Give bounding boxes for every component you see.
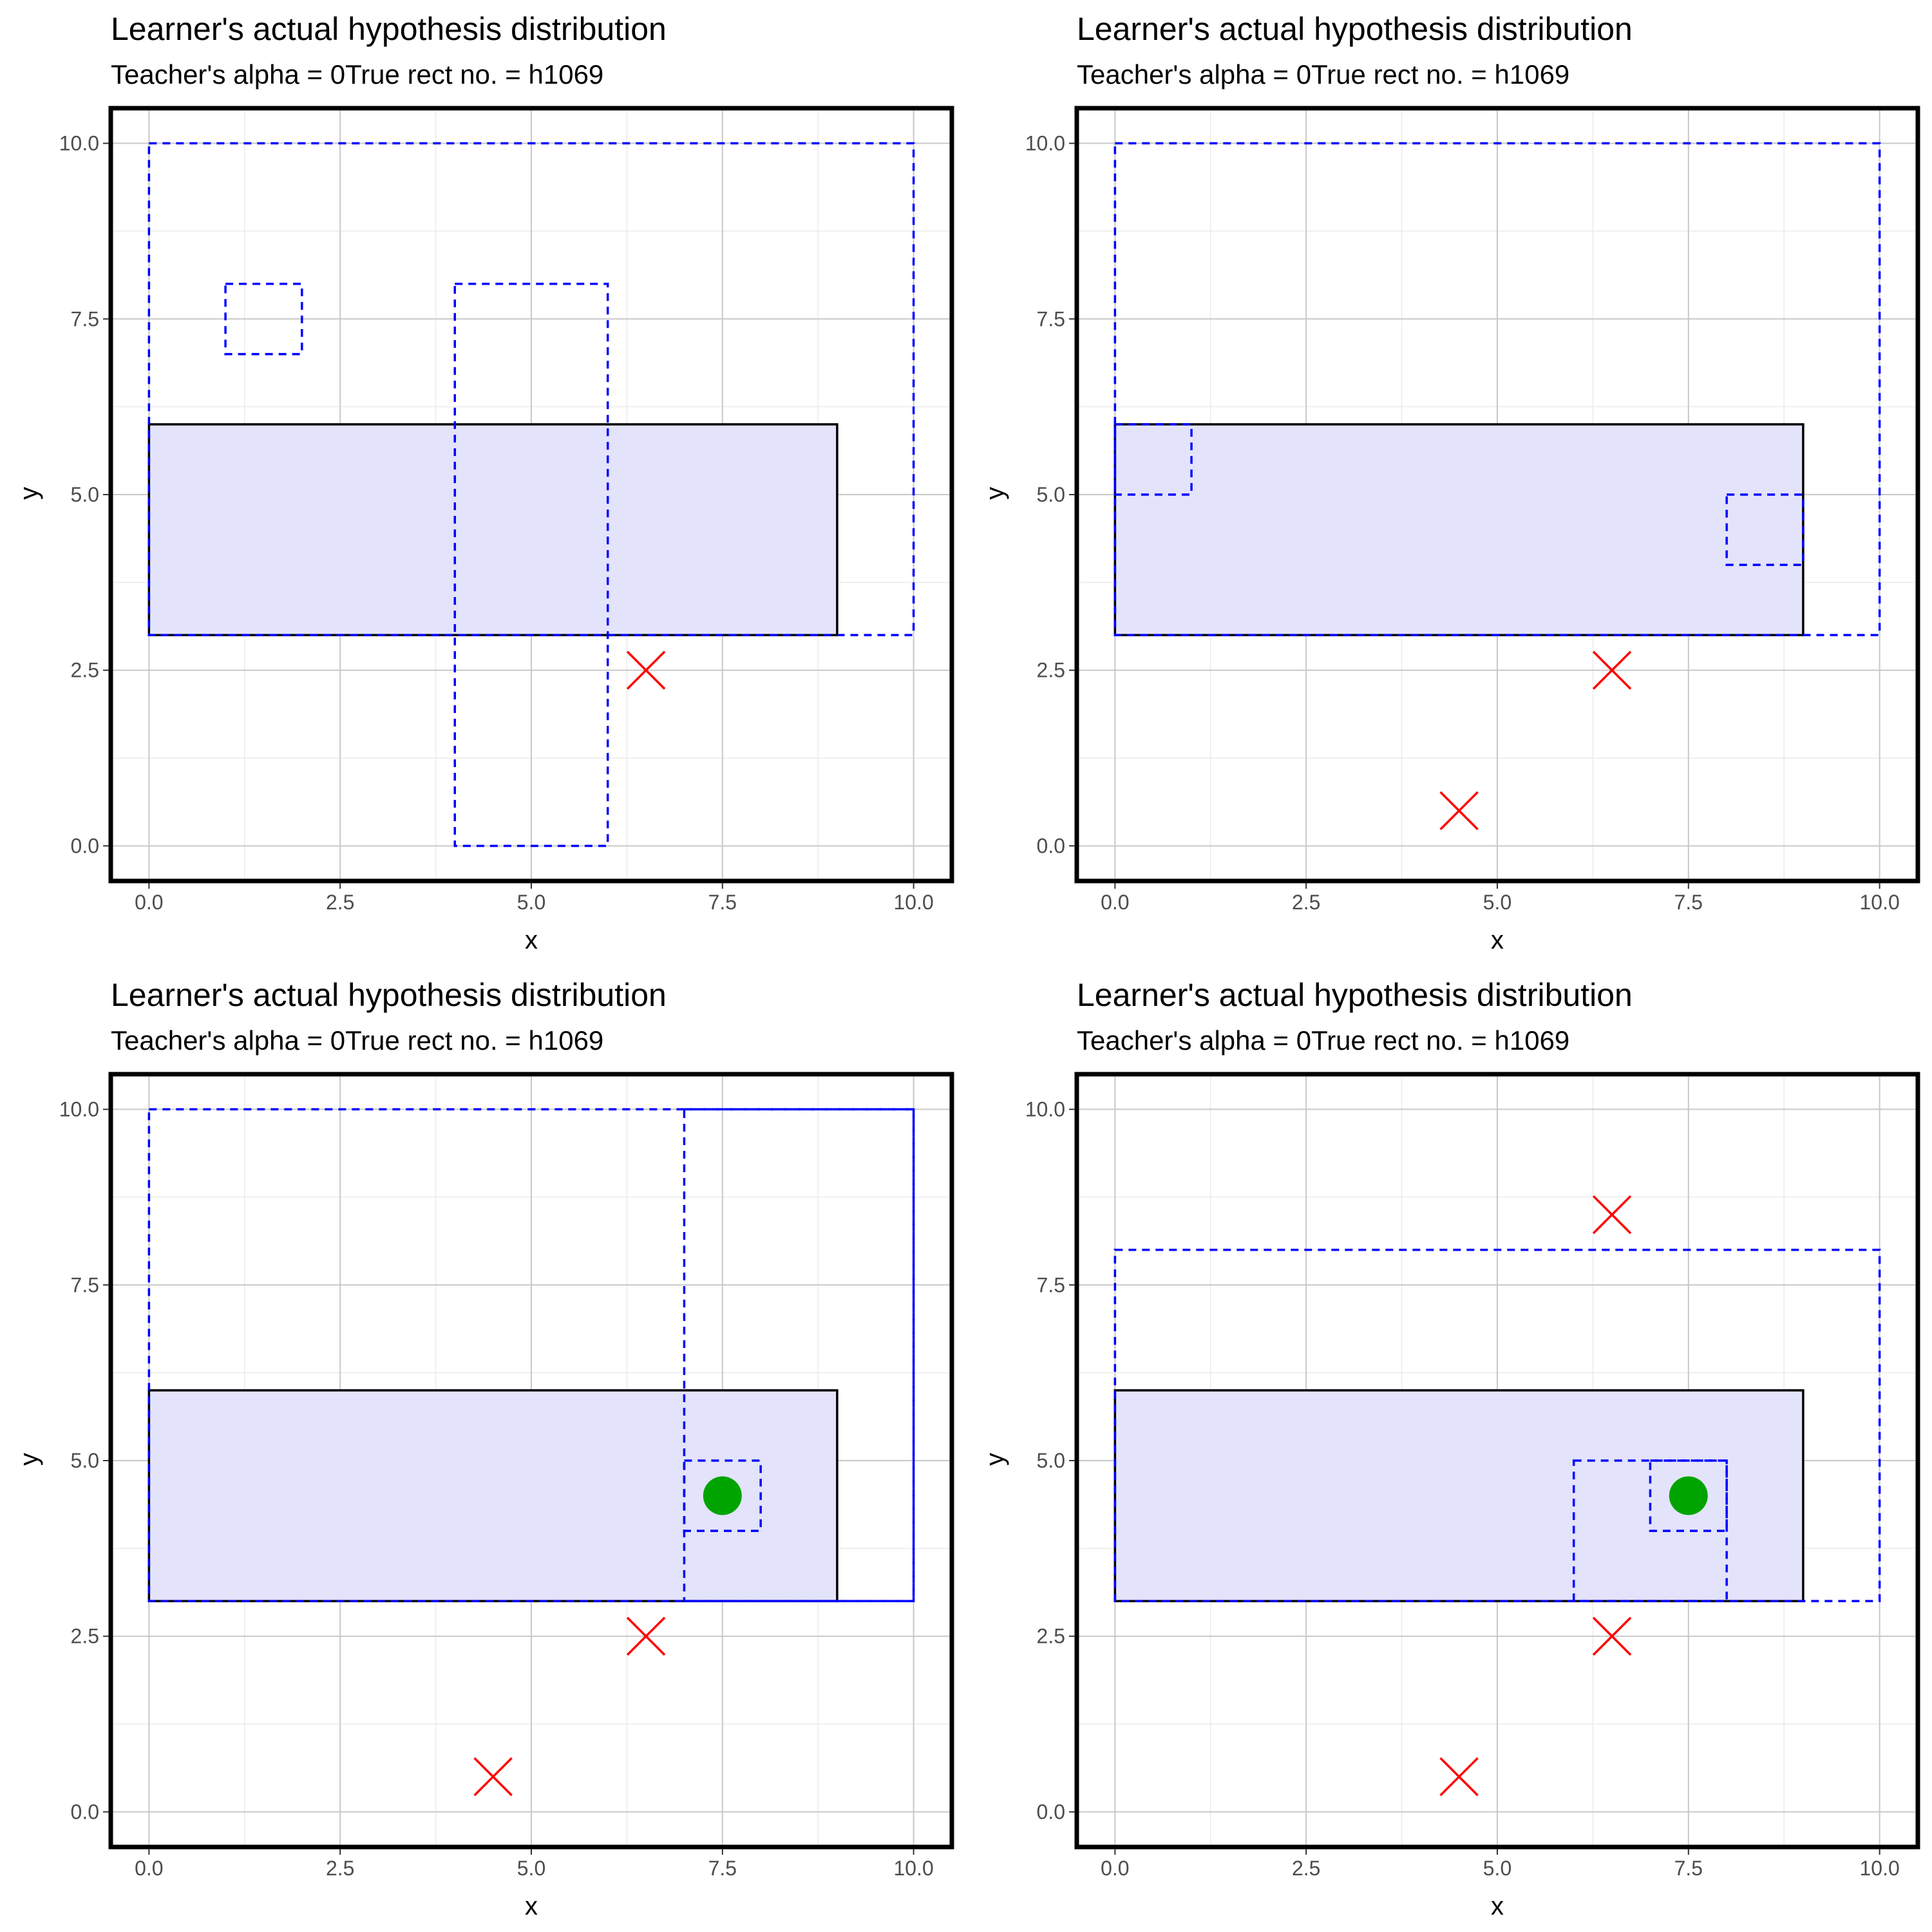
x-axis-title: x [1491, 926, 1504, 954]
negative-point [1439, 791, 1479, 831]
y-tick-label: 10.0 [1025, 1098, 1065, 1121]
positive-point [1669, 1476, 1708, 1515]
hypothesis-rectangle [1113, 1248, 1881, 1602]
x-tick-label: 0.0 [1101, 1857, 1129, 1880]
negative-point [1592, 650, 1632, 690]
negative-point [1592, 1616, 1632, 1656]
x-tick-label: 0.0 [135, 1857, 163, 1880]
chart-title: Learner's actual hypothesis distribution [1077, 11, 1633, 47]
chart-1: Learner's actual hypothesis distribution… [15, 11, 954, 954]
y-axis-title: y [981, 1453, 1009, 1466]
chart-4: Learner's actual hypothesis distribution… [981, 977, 1920, 1920]
x-tick-label: 5.0 [517, 891, 545, 914]
x-tick-label: 10.0 [1859, 891, 1899, 914]
negative-point [473, 1757, 513, 1797]
y-tick-label: 2.5 [1037, 659, 1065, 682]
y-tick-label: 7.5 [1037, 1273, 1065, 1296]
hypothesis-rectangle [453, 282, 609, 848]
chart-subtitle: Teacher's alpha = 0True rect no. = h1069 [111, 59, 603, 90]
negative-point [626, 1616, 666, 1656]
y-tick-label: 10.0 [59, 1098, 99, 1121]
x-axis-title: x [525, 1892, 538, 1920]
panel-border [108, 106, 954, 884]
y-tick-label: 2.5 [71, 659, 99, 682]
x-axis-title: x [1491, 1892, 1504, 1920]
x-tick-label: 5.0 [1483, 891, 1511, 914]
y-tick-label: 7.5 [71, 307, 99, 330]
positive-point [703, 1476, 742, 1515]
x-tick-label: 2.5 [326, 891, 354, 914]
hypothesis-rectangle [1113, 423, 1193, 496]
x-tick-label: 7.5 [708, 891, 737, 914]
chart-panel-1: Learner's actual hypothesis distribution… [0, 0, 966, 966]
x-axis-title: x [525, 926, 538, 954]
y-tick-label: 5.0 [1037, 483, 1065, 506]
negative-point [1592, 1195, 1632, 1235]
hypothesis-rectangle [147, 142, 915, 636]
chart-panel-4: Learner's actual hypothesis distribution… [966, 966, 1932, 1932]
chart-title: Learner's actual hypothesis distribution [111, 11, 667, 47]
x-tick-label: 5.0 [517, 1857, 545, 1880]
y-tick-label: 0.0 [71, 1800, 99, 1823]
hypothesis-rectangle [1725, 493, 1804, 566]
x-tick-label: 7.5 [708, 1857, 737, 1880]
hypothesis-rectangle [683, 1108, 915, 1602]
x-tick-label: 10.0 [893, 891, 933, 914]
x-tick-label: 2.5 [326, 1857, 354, 1880]
y-tick-label: 5.0 [1037, 1449, 1065, 1472]
panel-border [1074, 1072, 1920, 1850]
y-tick-label: 0.0 [1037, 1800, 1065, 1823]
negative-point [626, 650, 666, 690]
y-tick-label: 5.0 [71, 1449, 99, 1472]
x-tick-label: 7.5 [1674, 891, 1703, 914]
hypothesis-rectangle [1572, 1459, 1728, 1602]
hypothesis-rectangle [1113, 142, 1881, 636]
chart-panel-2: Learner's actual hypothesis distribution… [966, 0, 1932, 966]
x-tick-label: 10.0 [893, 1857, 933, 1880]
x-tick-label: 0.0 [135, 891, 163, 914]
y-axis-title: y [15, 1453, 43, 1466]
y-tick-label: 0.0 [71, 834, 99, 857]
x-tick-label: 7.5 [1674, 1857, 1703, 1880]
y-tick-label: 5.0 [71, 483, 99, 506]
negative-point [1439, 1757, 1479, 1797]
y-tick-label: 7.5 [71, 1273, 99, 1296]
y-tick-label: 2.5 [71, 1625, 99, 1648]
chart-title: Learner's actual hypothesis distribution [111, 977, 667, 1013]
x-tick-label: 2.5 [1292, 1857, 1320, 1880]
y-tick-label: 10.0 [59, 132, 99, 155]
y-axis-title: y [981, 487, 1009, 500]
chart-subtitle: Teacher's alpha = 0True rect no. = h1069 [1077, 1025, 1569, 1056]
y-axis-title: y [15, 487, 43, 500]
y-tick-label: 0.0 [1037, 834, 1065, 857]
hypothesis-rectangle [224, 282, 303, 355]
y-tick-label: 10.0 [1025, 132, 1065, 155]
x-tick-label: 2.5 [1292, 891, 1320, 914]
chart-2: Learner's actual hypothesis distribution… [981, 11, 1920, 954]
x-tick-label: 0.0 [1101, 891, 1129, 914]
chart-subtitle: Teacher's alpha = 0True rect no. = h1069 [1077, 59, 1569, 90]
x-tick-label: 10.0 [1859, 1857, 1899, 1880]
panel-border [1074, 106, 1920, 884]
hypothesis-rectangle [1649, 1459, 1728, 1532]
chart-panel-3: Learner's actual hypothesis distribution… [0, 966, 966, 1932]
y-tick-label: 7.5 [1037, 307, 1065, 330]
chart-subtitle: Teacher's alpha = 0True rect no. = h1069 [111, 1025, 603, 1056]
chart-title: Learner's actual hypothesis distribution [1077, 977, 1633, 1013]
hypothesis-rectangle [683, 1459, 762, 1532]
true-rectangle [1113, 423, 1804, 636]
x-tick-label: 5.0 [1483, 1857, 1511, 1880]
chart-3: Learner's actual hypothesis distribution… [15, 977, 954, 1920]
true-rectangle [147, 423, 838, 636]
y-tick-label: 2.5 [1037, 1625, 1065, 1648]
hypothesis-rectangle [147, 1108, 915, 1602]
panel-border [108, 1072, 954, 1850]
